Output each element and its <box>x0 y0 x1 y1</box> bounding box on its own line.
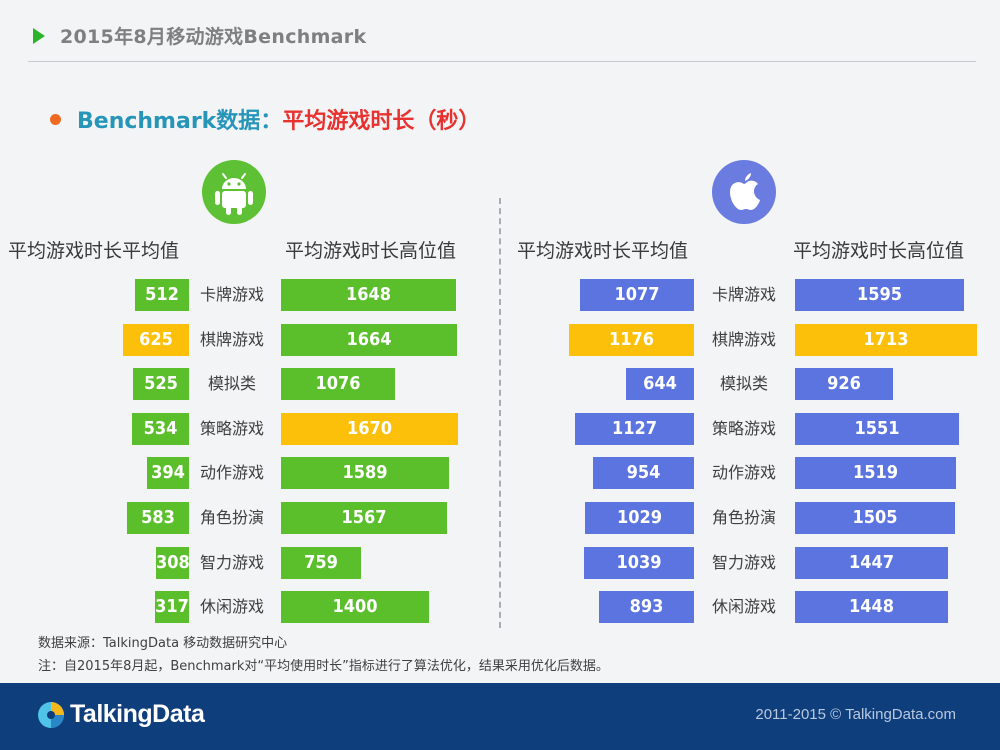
ios-avg-bar: 1127 <box>575 413 694 445</box>
header: 2015年8月移动游戏Benchmark <box>0 0 1000 70</box>
android-category-label: 角色扮演 <box>199 508 264 527</box>
ios-avg-bar: 1077 <box>580 279 694 311</box>
logo-text: TalkingData <box>70 700 205 728</box>
android-avg-bar: 317 <box>155 591 189 623</box>
ios-high-bar: 1519 <box>795 457 956 489</box>
ios-avg-bar: 1039 <box>584 547 694 579</box>
ios-avg-bar: 1176 <box>569 324 694 356</box>
ios-high-bar: 1595 <box>795 279 964 311</box>
play-triangle-icon <box>33 28 45 44</box>
android-avg-header: 平均游戏时长平均值 <box>8 240 180 262</box>
android-high-bar: 1589 <box>281 457 449 489</box>
android-avg-bar: 583 <box>127 502 189 534</box>
subtitle-metric: 平均游戏时长（秒） <box>282 109 481 134</box>
apple-icon <box>712 160 776 224</box>
android-avg-bar: 534 <box>132 413 189 445</box>
ios-high-bar: 1713 <box>795 324 977 356</box>
ios-avg-header: 平均游戏时长平均值 <box>517 240 689 262</box>
methodology-note: 注：自2015年8月起，Benchmark对“平均使用时长”指标进行了算法优化，… <box>38 659 609 674</box>
ios-category-label: 动作游戏 <box>711 463 776 482</box>
ios-category-label: 策略游戏 <box>711 419 776 438</box>
ios-high-bar: 1551 <box>795 413 959 445</box>
chart-subtitle: Benchmark数据：平均游戏时长（秒） <box>50 103 480 135</box>
ios-avg-bar: 644 <box>626 368 694 400</box>
ios-avg-bar: 954 <box>593 457 694 489</box>
ios-high-bar: 926 <box>795 368 893 400</box>
ios-category-label: 角色扮演 <box>711 508 776 527</box>
android-high-bar: 1076 <box>281 368 395 400</box>
android-category-label: 模拟类 <box>207 374 256 393</box>
subtitle-prefix: Benchmark数据： <box>77 109 283 134</box>
android-avg-bar: 625 <box>123 324 189 356</box>
talkingdata-logo-icon <box>38 702 64 728</box>
ios-high-bar: 1447 <box>795 547 948 579</box>
notes: 数据来源：TalkingData 移动数据研究中心 注：自2015年8月起，Be… <box>38 632 609 678</box>
footer: TalkingData 2011-2015 © TalkingData.com <box>0 683 1000 750</box>
ios-category-label: 棋牌游戏 <box>711 330 776 349</box>
android-category-label: 动作游戏 <box>199 463 264 482</box>
bullet-dot-icon <box>50 113 61 125</box>
ios-category-label: 智力游戏 <box>711 553 776 572</box>
ios-avg-bar: 893 <box>599 591 694 623</box>
android-high-bar: 1648 <box>281 279 456 311</box>
android-avg-bar: 512 <box>135 279 189 311</box>
copyright: 2011-2015 © TalkingData.com <box>755 706 956 723</box>
android-category-label: 智力游戏 <box>199 553 264 572</box>
android-high-header: 平均游戏时长高位值 <box>285 240 457 262</box>
android-high-bar: 1664 <box>281 324 457 356</box>
android-category-label: 策略游戏 <box>199 419 264 438</box>
platform-divider <box>499 198 501 628</box>
android-high-bar: 1567 <box>281 502 447 534</box>
android-category-label: 棋牌游戏 <box>199 330 264 349</box>
ios-category-label: 模拟类 <box>719 374 768 393</box>
ios-high-bar: 1448 <box>795 591 948 623</box>
android-avg-bar: 394 <box>147 457 189 489</box>
ios-category-label: 休闲游戏 <box>711 597 776 616</box>
android-high-bar: 759 <box>281 547 361 579</box>
android-avg-bar: 525 <box>133 368 189 400</box>
android-high-bar: 1670 <box>281 413 458 445</box>
android-high-bar: 1400 <box>281 591 429 623</box>
data-source-note: 数据来源：TalkingData 移动数据研究中心 <box>38 636 288 651</box>
header-divider <box>28 61 976 62</box>
ios-avg-bar: 1029 <box>585 502 694 534</box>
ios-high-header: 平均游戏时长高位值 <box>793 240 965 262</box>
android-avg-bar: 308 <box>156 547 190 579</box>
android-category-label: 卡牌游戏 <box>199 285 264 304</box>
android-category-label: 休闲游戏 <box>199 597 264 616</box>
ios-category-label: 卡牌游戏 <box>711 285 776 304</box>
page-title: 2015年8月移动游戏Benchmark <box>60 26 367 48</box>
android-icon <box>202 160 266 224</box>
ios-high-bar: 1505 <box>795 502 955 534</box>
